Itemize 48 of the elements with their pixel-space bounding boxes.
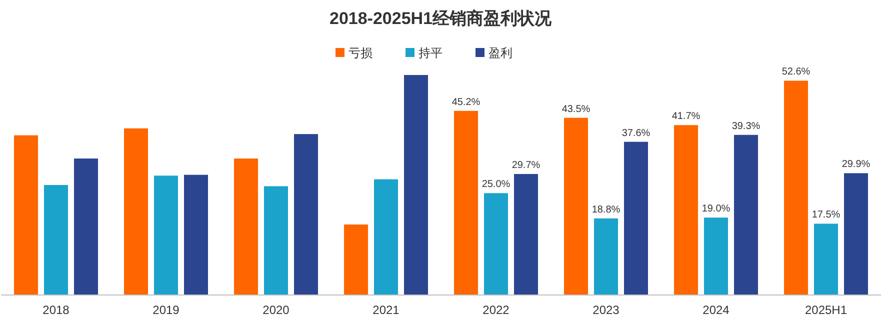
- bar: [484, 193, 508, 295]
- chart-title: 2018-2025H1经销商盈利状况: [329, 9, 553, 28]
- bar: [74, 158, 98, 295]
- bar: [514, 174, 538, 295]
- bar: [294, 134, 318, 295]
- bar: [624, 142, 648, 295]
- data-label: 43.5%: [562, 104, 590, 115]
- bar: [14, 135, 38, 295]
- x-tick-label: 2025H1: [804, 303, 848, 317]
- bar: [844, 173, 868, 295]
- x-tick-label: 2021: [372, 303, 400, 317]
- x-tick-label: 2020: [262, 303, 290, 317]
- legend-label: 盈利: [488, 46, 512, 60]
- bar: [234, 158, 258, 295]
- data-label: 39.3%: [732, 120, 760, 132]
- bar: [404, 75, 428, 295]
- legend-label: 亏损: [348, 46, 372, 60]
- bar: [594, 218, 618, 295]
- x-tick-label: 2023: [592, 303, 620, 317]
- data-label: 19.0%: [702, 204, 730, 215]
- data-label: 25.0%: [482, 179, 510, 190]
- data-label: 41.7%: [672, 111, 700, 122]
- data-label: 52.6%: [782, 66, 810, 78]
- bar: [374, 179, 398, 295]
- x-tick-label: 2024: [702, 303, 730, 317]
- bar: [784, 80, 808, 295]
- bar: [344, 224, 368, 295]
- data-label: 29.9%: [842, 159, 870, 170]
- bar: [44, 185, 68, 295]
- legend-label: 持平: [418, 46, 442, 60]
- bar: [814, 224, 838, 295]
- bar: [704, 218, 728, 295]
- bar: [184, 174, 208, 295]
- bar: [734, 134, 758, 295]
- data-label: 45.2%: [452, 96, 480, 108]
- x-tick-label: 2022: [482, 303, 510, 317]
- bar: [154, 176, 178, 295]
- bar: [264, 186, 288, 295]
- data-label: 29.7%: [512, 160, 540, 171]
- data-label: 37.6%: [622, 128, 650, 139]
- bar: [454, 110, 478, 295]
- data-label: 18.8%: [592, 204, 620, 216]
- x-tick-label: 2018: [42, 303, 70, 317]
- bar: [124, 128, 148, 295]
- data-label: 17.5%: [812, 210, 840, 221]
- bar: [674, 125, 698, 295]
- x-tick-label: 2019: [152, 303, 180, 317]
- bar: [564, 118, 588, 295]
